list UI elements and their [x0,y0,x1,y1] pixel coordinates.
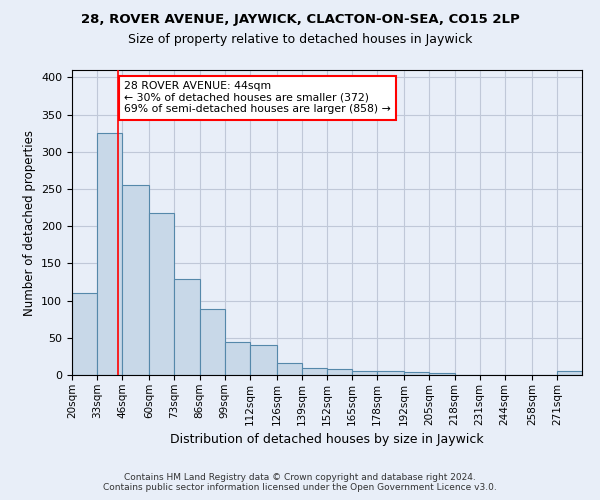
X-axis label: Distribution of detached houses by size in Jaywick: Distribution of detached houses by size … [170,433,484,446]
Bar [404,372,430,375]
Bar [302,368,327,375]
Y-axis label: Number of detached properties: Number of detached properties [23,130,35,316]
Bar [149,213,175,375]
Bar [430,373,455,375]
Bar [199,309,224,375]
Bar [352,370,377,375]
Text: Contains HM Land Registry data © Crown copyright and database right 2024.
Contai: Contains HM Land Registry data © Crown c… [103,473,497,492]
Bar [175,279,199,375]
Bar [97,133,122,375]
Bar [72,293,97,375]
Bar [327,369,352,375]
Text: 28 ROVER AVENUE: 44sqm
← 30% of detached houses are smaller (372)
69% of semi-de: 28 ROVER AVENUE: 44sqm ← 30% of detached… [124,81,391,114]
Bar [377,370,404,375]
Bar [122,186,149,375]
Text: Size of property relative to detached houses in Jaywick: Size of property relative to detached ho… [128,32,472,46]
Bar [557,372,582,375]
Bar [250,344,277,375]
Bar [277,363,302,375]
Bar [224,342,250,375]
Text: 28, ROVER AVENUE, JAYWICK, CLACTON-ON-SEA, CO15 2LP: 28, ROVER AVENUE, JAYWICK, CLACTON-ON-SE… [80,12,520,26]
